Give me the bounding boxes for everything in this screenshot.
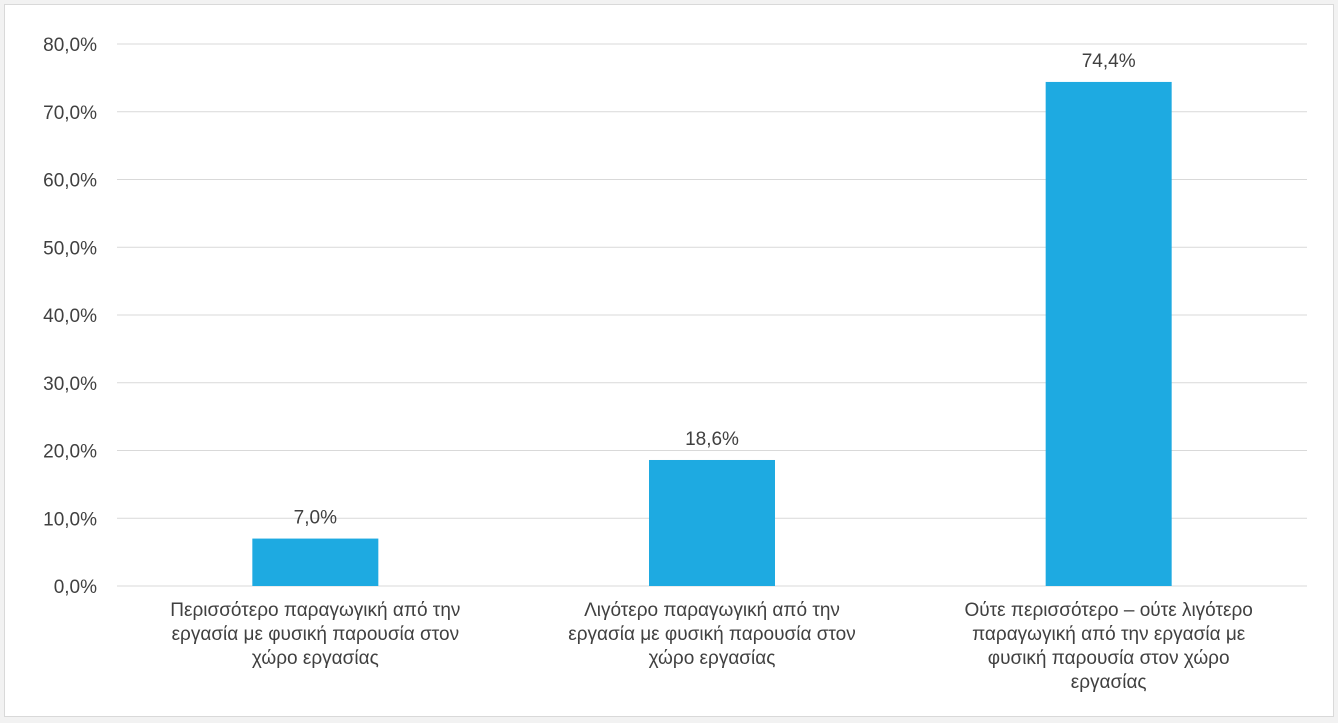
category-label-line: εργασίας [1071,672,1147,693]
data-labels: 7,0% 18,6% 74,4% [294,51,1136,529]
data-label: 74,4% [1082,51,1136,72]
x-axis-category-labels: Περισσότερο παραγωγική από την εργασία με… [170,600,1253,693]
category-label-line: Λιγότερο παραγωγική από την [584,600,840,621]
y-axis-tick-labels: 0,0% 10,0% 20,0% 30,0% 40,0% 50,0% 60,0% 70,0% 8… [43,35,97,598]
y-tick-label: 70,0% [43,103,97,124]
category-label-line: φυσική παρουσία στον χώρο [988,648,1230,669]
data-label: 18,6% [685,429,739,450]
y-tick-label: 10,0% [43,509,97,530]
gridlines [117,43,1307,587]
category-label-line: χώρο εργασίας [649,648,776,669]
bars [252,81,1172,586]
data-label: 7,0% [294,508,337,529]
category-label: Περισσότερο παραγωγική από την εργασία με… [170,600,460,669]
category-label-line: χώρο εργασίας [252,648,379,669]
category-label-line: Περισσότερο παραγωγική από την [170,600,460,621]
bar [1045,81,1172,586]
y-tick-label: 30,0% [43,374,97,395]
bar [649,459,775,586]
y-tick-label: 20,0% [43,442,97,463]
bar [252,538,379,586]
category-label-line: παραγωγική από την εργασία με [972,624,1246,645]
category-label-line: Ούτε περισσότερο – ούτε λιγότερο [964,600,1252,621]
category-label-line: εργασία με φυσική παρουσία στον [172,624,460,645]
chart-frame: 0,0% 10,0% 20,0% 30,0% 40,0% 50,0% 60,0% 70,0% 8… [4,4,1334,717]
bar-chart: 0,0% 10,0% 20,0% 30,0% 40,0% 50,0% 60,0% 70,0% 8… [43,35,1307,693]
y-tick-label: 50,0% [43,238,97,259]
category-label-line: εργασία με φυσική παρουσία στον [568,624,856,645]
y-tick-label: 0,0% [54,577,97,598]
category-label: Λιγότερο παραγωγική από την εργασία με φυ… [568,600,856,669]
y-tick-label: 80,0% [43,35,97,56]
y-tick-label: 60,0% [43,171,97,192]
category-label: Ούτε περισσότερο – ούτε λιγότερο παραγωγι… [964,600,1252,693]
y-tick-label: 40,0% [43,306,97,327]
